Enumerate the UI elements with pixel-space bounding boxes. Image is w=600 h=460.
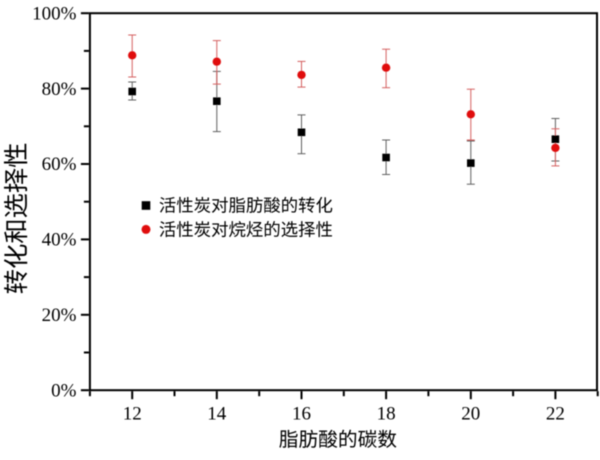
svg-text:40%: 40% [42, 230, 77, 251]
svg-text:18: 18 [377, 404, 396, 425]
svg-text:100%: 100% [32, 3, 77, 24]
svg-text:14: 14 [207, 404, 227, 425]
svg-text:12: 12 [123, 404, 142, 425]
svg-text:20%: 20% [42, 305, 77, 326]
svg-text:60%: 60% [42, 154, 77, 175]
svg-text:0%: 0% [51, 380, 77, 401]
svg-text:80%: 80% [42, 79, 77, 100]
svg-text:20: 20 [461, 404, 480, 425]
svg-text:16: 16 [292, 404, 311, 425]
svg-text:22: 22 [546, 404, 565, 425]
